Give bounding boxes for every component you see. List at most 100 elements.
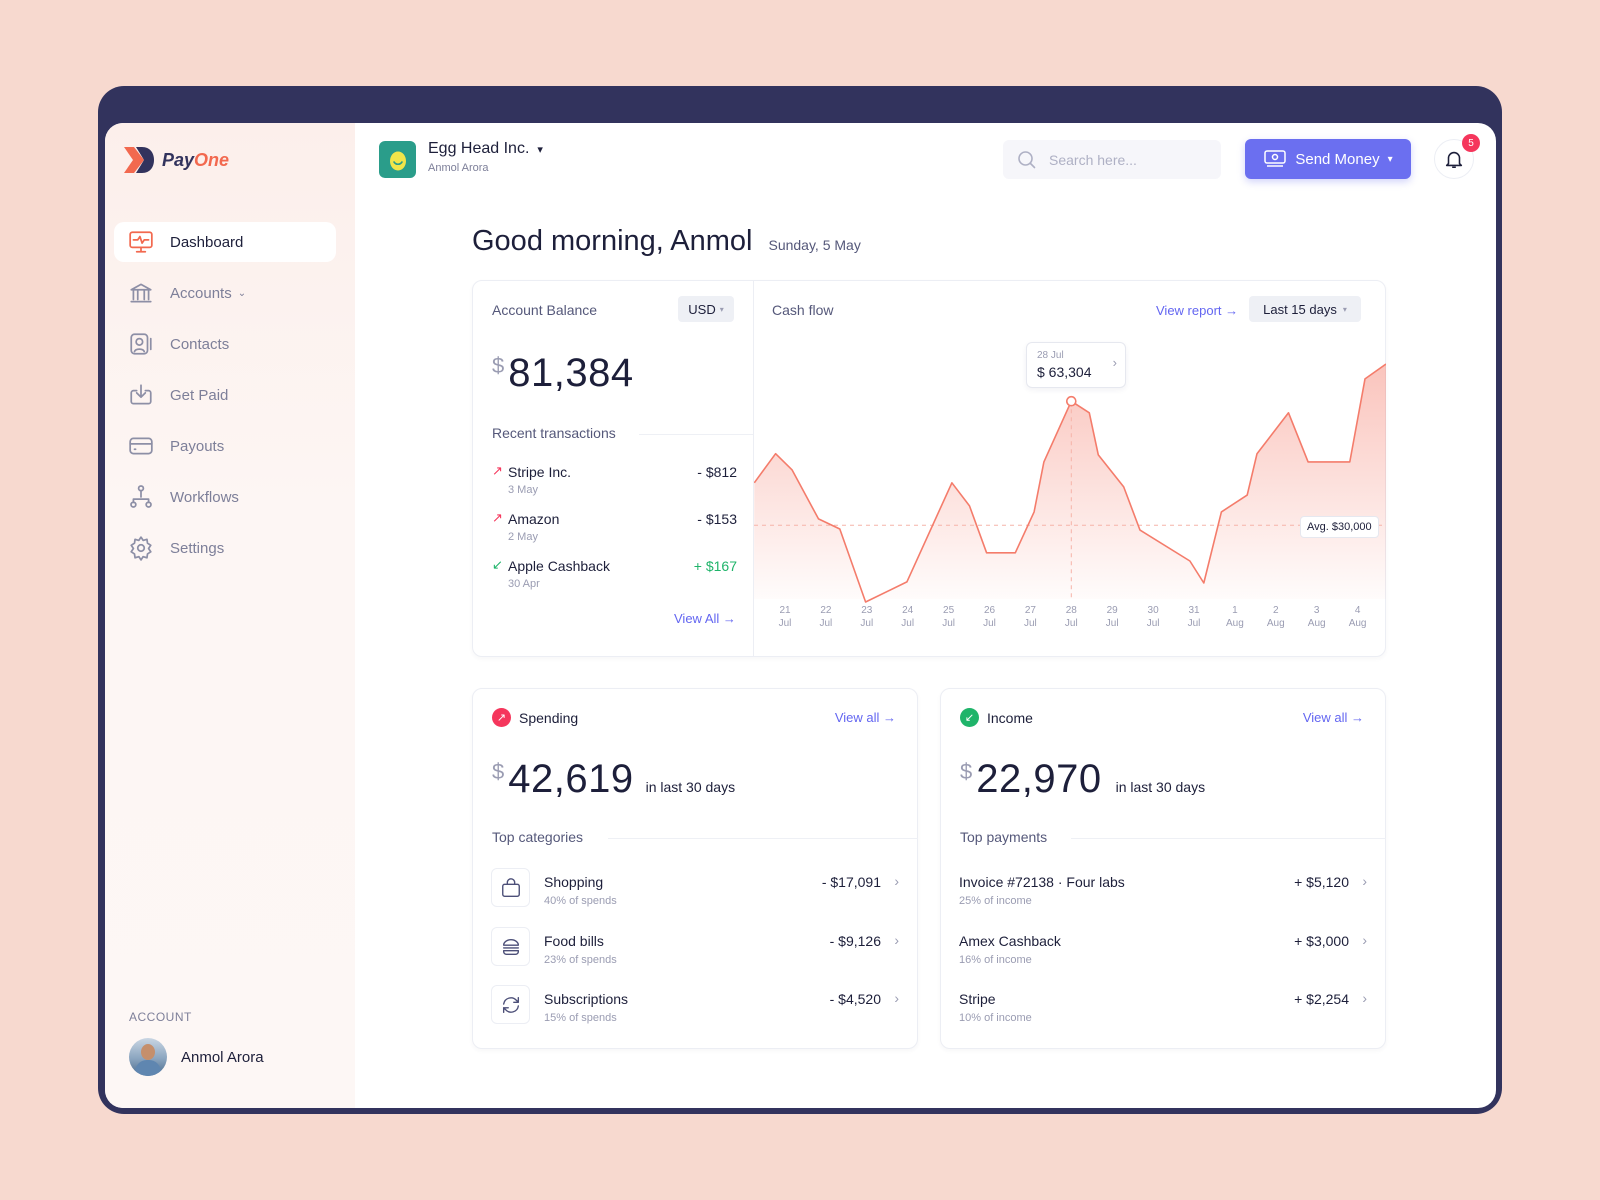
bank-icon (130, 283, 152, 303)
sidebar-item-payouts[interactable]: Payouts (114, 426, 336, 466)
category-amount: - $9,126 (829, 933, 881, 949)
app-window: PayOne Dashboard Accounts ⌄ Contacts Get… (105, 123, 1496, 1108)
credit-card-icon (129, 437, 153, 455)
arrow-up-right-icon: ↗ (492, 510, 503, 525)
income-amount: 22,970 (976, 757, 1102, 801)
overview-card: Account Balance USD ▾ $81,384 Recent tran… (472, 280, 1386, 657)
shopping-bag-icon (491, 868, 530, 907)
logo-text-pay: Pay (162, 149, 195, 170)
company-switcher[interactable]: Egg Head Inc. ▾ Anmol Arora (428, 140, 543, 174)
cash-flow-line (754, 363, 1386, 603)
currency-select[interactable]: USD ▾ (678, 296, 734, 322)
sidebar-item-label: Settings (170, 539, 225, 557)
workflow-icon (130, 485, 152, 508)
income-title: Income (987, 710, 1033, 726)
user-profile[interactable]: Anmol Arora (129, 1038, 264, 1076)
chevron-down-icon: ▾ (537, 144, 543, 156)
category-share: 40% of spends (544, 895, 617, 907)
company-logo (379, 141, 416, 178)
payment-name: Stripe (959, 991, 996, 1007)
currency-symbol: $ (492, 353, 505, 378)
tick-day: 24 (902, 605, 914, 616)
x-tick-label: 4 Aug (1343, 604, 1373, 630)
tick-day: 22 (820, 605, 832, 616)
tick-day: 26 (983, 605, 996, 616)
view-report-link[interactable]: View report → (1156, 303, 1239, 318)
tick-day: 25 (943, 605, 955, 616)
chevron-right-icon: › (1362, 990, 1367, 1006)
divider (639, 434, 754, 435)
spending-total: $42,619 in last 30 days (492, 757, 735, 802)
account-balance-label: Account Balance (492, 302, 598, 318)
tick-month: Jul (778, 618, 792, 629)
send-money-button[interactable]: Send Money ▾ (1245, 139, 1411, 179)
user-name: Anmol Arora (181, 1048, 264, 1066)
x-tick-label: 25 Jul (934, 604, 964, 630)
income-view-all-link[interactable]: View all → (1302, 710, 1364, 725)
category-row-shopping[interactable]: Shopping 40% of spends - $17,091 › (491, 868, 899, 924)
transaction-row[interactable]: ↗ Amazon 2 May - $153 (492, 510, 737, 543)
category-row-food[interactable]: Food bills 23% of spends - $9,126 › (491, 927, 899, 983)
notifications-button[interactable]: 5 (1434, 134, 1480, 179)
sidebar-item-workflows[interactable]: Workflows (114, 477, 336, 517)
x-tick-label: 1 Aug (1220, 604, 1250, 630)
sidebar-item-label: Accounts (170, 284, 232, 302)
x-tick-label: 28 Jul (1056, 604, 1086, 630)
transaction-row[interactable]: ↗ Stripe Inc. 3 May - $812 (492, 463, 737, 496)
chevron-right-icon: › (1112, 355, 1117, 370)
x-tick-label: 30 Jul (1138, 604, 1168, 630)
tick-month: Jul (1146, 618, 1160, 629)
tick-month: Aug (1225, 618, 1244, 629)
view-all-transactions-link[interactable]: View All → (674, 611, 736, 626)
tick-day: 29 (1106, 605, 1118, 616)
x-tick-label: 23 Jul (852, 604, 882, 630)
payment-row[interactable]: Stripe 10% of income + $2,254 › (959, 990, 1367, 1041)
chevron-right-icon: › (894, 873, 899, 889)
chevron-right-icon: › (1362, 873, 1367, 889)
date-range-value: Last 15 days (1263, 301, 1337, 317)
cash-flow-chart[interactable] (754, 281, 1386, 656)
sidebar-item-get-paid[interactable]: Get Paid (114, 375, 336, 415)
search-input[interactable]: Search here... (1003, 140, 1221, 179)
balance-amount: 81,384 (508, 351, 634, 395)
sidebar-item-label: Dashboard (170, 233, 244, 251)
sidebar-item-accounts[interactable]: Accounts ⌄ (114, 273, 336, 313)
income-arrow-icon: ↙ (960, 708, 979, 727)
transaction-row[interactable]: ↙ Apple Cashback 30 Apr + $167 (492, 557, 737, 590)
tooltip-date: 28 Jul (1037, 350, 1064, 361)
chevron-down-icon: ▾ (1387, 153, 1393, 165)
arrow-down-left-icon: ↙ (492, 557, 503, 572)
payment-share: 10% of income (959, 1012, 1032, 1024)
gear-icon (130, 536, 152, 561)
income-period: in last 30 days (1115, 779, 1206, 795)
sidebar-item-contacts[interactable]: Contacts (114, 324, 336, 364)
currency-symbol: $ (960, 759, 973, 784)
chevron-right-icon: › (894, 932, 899, 948)
bell-icon (1445, 151, 1463, 169)
transaction-amount: + $167 (693, 558, 737, 574)
company-name: Egg Head Inc. (428, 140, 530, 157)
spending-amount: 42,619 (508, 757, 634, 801)
sidebar-item-dashboard[interactable]: Dashboard (114, 222, 336, 262)
spending-view-all-link[interactable]: View all → (834, 710, 896, 725)
logo[interactable]: PayOne (122, 143, 229, 177)
x-tick-label: 29 Jul (1097, 604, 1127, 630)
x-tick-label: 21 Jul (770, 604, 800, 630)
top-payments-heading: Top payments (960, 829, 1048, 845)
payment-amount: + $3,000 (1294, 933, 1349, 949)
egg-smile-icon (389, 151, 406, 170)
monitor-pulse-icon (129, 231, 153, 253)
date-range-select[interactable]: Last 15 days ▾ (1249, 296, 1361, 322)
logo-text-one: One (194, 149, 230, 170)
payment-amount: + $2,254 (1294, 991, 1349, 1007)
greeting-date: Sunday, 5 May (768, 237, 861, 253)
sidebar-item-settings[interactable]: Settings (114, 528, 336, 568)
sidebar-item-label: Get Paid (170, 386, 229, 404)
tick-month: Jul (942, 618, 955, 629)
payment-row[interactable]: Invoice #72138 · Four labs 25% of income … (959, 873, 1367, 924)
payment-row[interactable]: Amex Cashback 16% of income + $3,000 › (959, 932, 1367, 983)
company-user: Anmol Arora (428, 162, 489, 174)
category-row-subscriptions[interactable]: Subscriptions 15% of spends - $4,520 › (491, 985, 899, 1041)
highlight-point (1065, 395, 1077, 407)
cash-flow-title: Cash flow (772, 302, 834, 318)
